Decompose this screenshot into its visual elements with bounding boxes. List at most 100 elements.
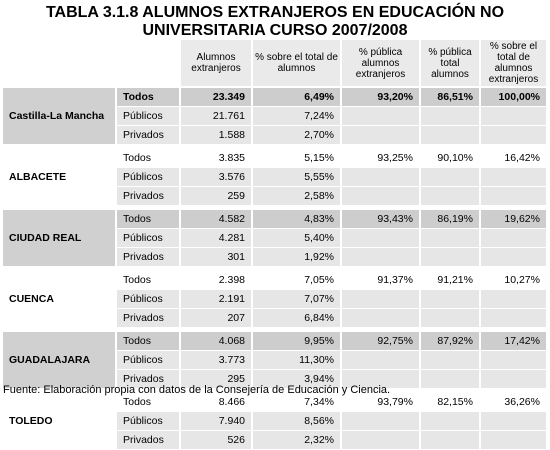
type-cell: Todos xyxy=(117,267,181,290)
table-row: Privados 301 1,92% xyxy=(3,248,548,267)
pct-publica-total-cell: 86,19% xyxy=(421,206,481,229)
source-note: Fuente: Elaboración propia con datos de … xyxy=(3,384,391,396)
pct-total-cell: 9,95% xyxy=(253,328,342,351)
pct-sobre-ext-cell: 16,42% xyxy=(481,145,548,168)
pct-publica-ext-cell xyxy=(342,248,421,267)
type-cell: Privados xyxy=(117,187,181,206)
type-cell: Públicos xyxy=(117,351,181,370)
type-cell: Públicos xyxy=(117,290,181,309)
header-blank-province xyxy=(3,40,117,87)
header-blank-type xyxy=(117,40,181,87)
pct-publica-total-cell: 90,10% xyxy=(421,145,481,168)
pct-sobre-ext-cell xyxy=(481,168,548,187)
alumnos-cell: 2.191 xyxy=(181,290,253,309)
pct-publica-ext-cell: 93,25% xyxy=(342,145,421,168)
table-row: Públicos 3.576 5,55% xyxy=(3,168,548,187)
pct-total-cell: 5,40% xyxy=(253,229,342,248)
table-row: Públicos 3.773 11,30% xyxy=(3,351,548,370)
type-cell: Privados xyxy=(117,431,181,450)
pct-total-cell: 2,58% xyxy=(253,187,342,206)
pct-total-cell: 2,70% xyxy=(253,126,342,145)
pct-publica-total-cell xyxy=(421,126,481,145)
pct-sobre-ext-cell xyxy=(481,370,548,389)
type-cell: Públicos xyxy=(117,412,181,431)
alumnos-cell: 207 xyxy=(181,309,253,328)
table-title: TABLA 3.1.8 ALUMNOS EXTRANJEROS EN EDUCA… xyxy=(0,4,550,40)
alumnos-cell: 7.940 xyxy=(181,412,253,431)
alumnos-cell: 21.761 xyxy=(181,107,253,126)
pct-publica-ext-cell xyxy=(342,107,421,126)
pct-total-cell: 5,15% xyxy=(253,145,342,168)
header-pct-publica-total: % pública total alumnos xyxy=(421,40,481,87)
province-name: CUENCA xyxy=(3,267,117,328)
pct-sobre-ext-cell xyxy=(481,248,548,267)
pct-publica-total-cell xyxy=(421,431,481,450)
province-name: CIUDAD REAL xyxy=(3,206,117,267)
table-row: Privados 259 2,58% xyxy=(3,187,548,206)
pct-total-cell: 3,94% xyxy=(253,370,342,389)
alumnos-cell: 4.582 xyxy=(181,206,253,229)
pct-publica-total-cell: 87,92% xyxy=(421,328,481,351)
pct-total-cell: 11,30% xyxy=(253,351,342,370)
pct-publica-ext-cell xyxy=(342,351,421,370)
pct-publica-ext-cell xyxy=(342,229,421,248)
table-row: Públicos 21.761 7,24% xyxy=(3,107,548,126)
pct-publica-ext-cell xyxy=(342,168,421,187)
pct-publica-ext-cell xyxy=(342,290,421,309)
pct-publica-total-cell: 82,15% xyxy=(421,389,481,412)
pct-total-cell: 6,84% xyxy=(253,309,342,328)
pct-publica-ext-cell xyxy=(342,126,421,145)
pct-publica-ext-cell: 93,20% xyxy=(342,87,421,107)
type-cell: Privados xyxy=(117,309,181,328)
pct-publica-total-cell: 91,21% xyxy=(421,267,481,290)
alumnos-cell: 2.398 xyxy=(181,267,253,290)
table-row: Castilla-La Mancha Todos 23.349 6,49% 93,20%… xyxy=(3,87,548,145)
pct-publica-total-cell xyxy=(421,351,481,370)
alumnos-cell: 4.281 xyxy=(181,229,253,248)
pct-sobre-ext-cell: 19,62% xyxy=(481,206,548,229)
alumnos-cell: 3.773 xyxy=(181,351,253,370)
table-row: ALBACETE Todos 3.835 5,15% 93,25% 90,10% 16,42… xyxy=(3,145,548,206)
table-row: Privados 207 6,84% xyxy=(3,309,548,328)
pct-publica-total-cell: 86,51% xyxy=(421,87,481,107)
pct-sobre-ext-cell: 17,42% xyxy=(481,328,548,351)
table-row: Públicos 4.281 5,40% xyxy=(3,229,548,248)
pct-total-cell: 6,49% xyxy=(253,87,342,107)
pct-sobre-ext-cell xyxy=(481,431,548,450)
title-line-1: TABLA 3.1.8 ALUMNOS EXTRANJEROS EN EDUCA… xyxy=(45,4,505,21)
type-cell: Públicos xyxy=(117,168,181,187)
alumnos-cell: 23.349 xyxy=(181,87,253,107)
students-table: Alumnos extranjeros % sobre el total de … xyxy=(3,40,548,450)
alumnos-cell: 3.576 xyxy=(181,168,253,187)
pct-publica-ext-cell xyxy=(342,412,421,431)
pct-publica-ext-cell: 91,37% xyxy=(342,267,421,290)
table-row: Públicos 2.191 7,07% xyxy=(3,290,548,309)
type-cell: Públicos xyxy=(117,229,181,248)
province-name: Castilla-La Mancha xyxy=(3,87,117,145)
pct-publica-total-cell xyxy=(421,290,481,309)
pct-sobre-ext-cell xyxy=(481,290,548,309)
pct-sobre-ext-cell xyxy=(481,351,548,370)
table-row: GUADALAJARA Todos 4.068 9,95% 92,75% 87,92% 17… xyxy=(3,328,548,389)
pct-publica-total-cell xyxy=(421,412,481,431)
pct-publica-total-cell xyxy=(421,370,481,389)
pct-total-cell: 7,07% xyxy=(253,290,342,309)
header-row: Alumnos extranjeros % sobre el total de … xyxy=(3,40,548,87)
pct-total-cell: 8,56% xyxy=(253,412,342,431)
alumnos-cell: 295 xyxy=(181,370,253,389)
pct-sobre-ext-cell: 36,26% xyxy=(481,389,548,412)
header-pct-sobre-ext: % sobre el total de alumnos extranjeros xyxy=(481,40,548,87)
header-pct-publica-ext: % pública alumnos extranjeros xyxy=(342,40,421,87)
pct-total-cell: 7,24% xyxy=(253,107,342,126)
alumnos-cell: 259 xyxy=(181,187,253,206)
pct-sobre-ext-cell xyxy=(481,107,548,126)
pct-publica-ext-cell xyxy=(342,431,421,450)
header-alumnos-extranjeros: Alumnos extranjeros xyxy=(181,40,253,87)
data-table-wrapper: Alumnos extranjeros % sobre el total de … xyxy=(3,40,548,450)
pct-sobre-ext-cell xyxy=(481,412,548,431)
province-name: GUADALAJARA xyxy=(3,328,117,389)
pct-publica-total-cell xyxy=(421,187,481,206)
pct-total-cell: 1,92% xyxy=(253,248,342,267)
pct-sobre-ext-cell xyxy=(481,309,548,328)
alumnos-cell: 301 xyxy=(181,248,253,267)
